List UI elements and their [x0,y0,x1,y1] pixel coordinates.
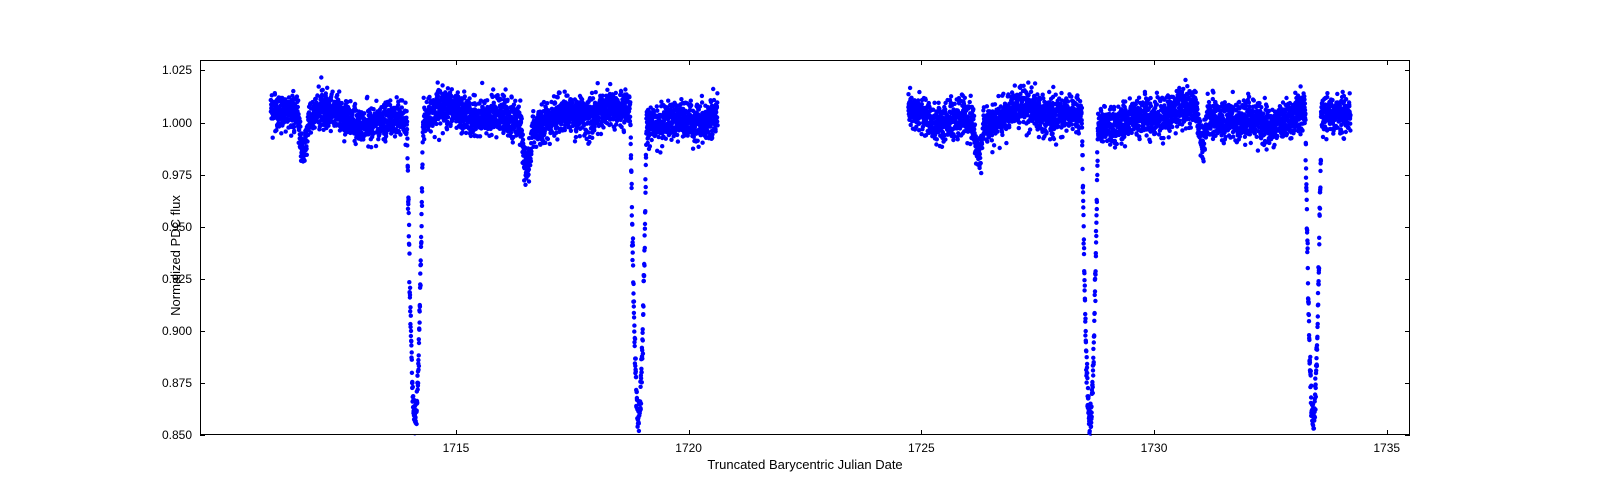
y-tick [200,175,205,176]
y-tick-label: 0.950 [150,220,192,234]
y-tick [200,383,205,384]
y-tick [1405,123,1410,124]
x-tick [921,430,922,435]
x-tick [456,430,457,435]
y-tick-label: 0.875 [150,376,192,390]
y-tick [1405,383,1410,384]
x-tick [921,60,922,65]
y-tick [1405,70,1410,71]
y-tick [1405,175,1410,176]
y-tick-label: 0.850 [150,428,192,442]
x-tick-label: 1730 [1141,441,1168,455]
x-tick-label: 1725 [908,441,935,455]
scatter-points [201,61,1411,436]
y-axis-label: Normalized PDC flux [168,195,183,316]
y-tick [200,70,205,71]
x-tick [456,60,457,65]
y-tick-label: 0.925 [150,272,192,286]
y-tick [200,435,205,436]
plot-area [200,60,1410,435]
y-tick [1405,227,1410,228]
x-tick [1387,430,1388,435]
x-axis-label: Truncated Barycentric Julian Date [200,457,1410,472]
x-tick-label: 1715 [443,441,470,455]
x-tick [1154,430,1155,435]
y-tick [1405,435,1410,436]
y-tick-label: 0.900 [150,324,192,338]
y-tick-label: 1.000 [150,116,192,130]
x-tick [1387,60,1388,65]
y-tick [200,331,205,332]
y-tick [1405,279,1410,280]
y-tick [200,279,205,280]
y-tick [200,227,205,228]
x-tick [1154,60,1155,65]
x-tick [689,60,690,65]
y-tick-label: 0.975 [150,168,192,182]
y-tick-label: 1.025 [150,63,192,77]
y-tick [1405,331,1410,332]
x-tick-label: 1720 [675,441,702,455]
y-tick [200,123,205,124]
figure: Normalized PDC flux Truncated Barycentri… [0,0,1600,500]
x-tick-label: 1735 [1373,441,1400,455]
x-tick [689,430,690,435]
